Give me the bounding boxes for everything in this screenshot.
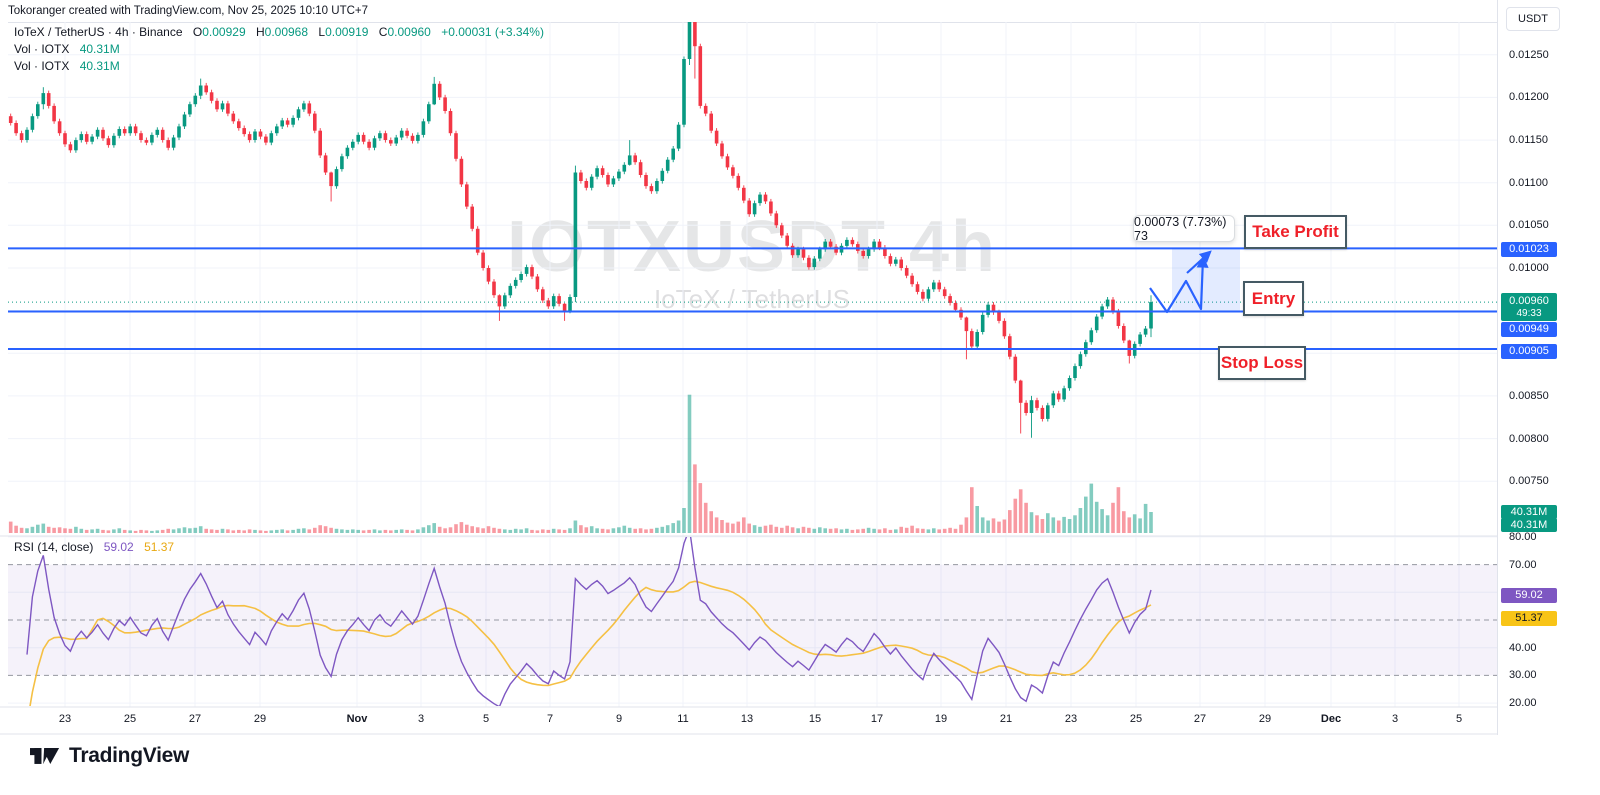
- time-axis-label: 25: [123, 713, 137, 725]
- volume-label-2: Vol · IOTX: [14, 59, 70, 73]
- chart-canvas[interactable]: [0, 0, 1600, 735]
- time-axis-label: 23: [58, 713, 72, 725]
- legend-row-volume-1: Vol · IOTX 40.31M: [14, 41, 544, 58]
- axis-tick-label: 0.01250: [1509, 49, 1549, 61]
- legend-row-main: IoTeX / TetherUS · 4h · Binance O0.00929…: [14, 24, 544, 41]
- ohlc-low-value: 0.00919: [325, 25, 369, 39]
- time-axis-label: 29: [253, 713, 267, 725]
- symbol-legend[interactable]: IoTeX / TetherUS · 4h · Binance O0.00929…: [14, 24, 544, 75]
- take-profit-price-tag: 0.01023: [1501, 242, 1557, 257]
- rsi-value: 59.02: [103, 540, 134, 554]
- ohlc-open-value: 0.00929: [202, 25, 246, 39]
- time-axis-label: 19: [934, 713, 948, 725]
- tradingview-logo[interactable]: TradingView: [30, 744, 189, 768]
- axis-tick-label: 30.00: [1509, 669, 1537, 681]
- axis-tick-label: 0.01200: [1509, 91, 1549, 103]
- rsi-legend[interactable]: RSI (14, close) 59.02 51.37: [14, 540, 174, 554]
- change-value: +0.00031 (+3.34%): [441, 25, 544, 39]
- time-axis-label: 23: [1064, 713, 1078, 725]
- axis-tick-label: 0.01000: [1509, 262, 1549, 274]
- time-axis-label: 27: [188, 713, 202, 725]
- symbol-title: IoTeX / TetherUS · 4h · Binance: [14, 25, 183, 39]
- axis-tick-label: 0.00850: [1509, 390, 1549, 402]
- axis-tick-label: 0.00800: [1509, 433, 1549, 445]
- time-axis-label: 9: [615, 713, 623, 725]
- measure-tooltip[interactable]: 0.00073 (7.73%) 73: [1133, 215, 1235, 243]
- time-axis-label: 15: [808, 713, 822, 725]
- legend-row-volume-2: Vol · IOTX 40.31M: [14, 58, 544, 75]
- volume-value-tag-2: 40.31M: [1501, 518, 1557, 532]
- stop-loss-price-tag: 0.00905: [1501, 344, 1557, 359]
- time-axis-label: Dec: [1320, 713, 1342, 725]
- current-price-tag: 0.00960 49:33: [1501, 293, 1557, 321]
- price-axis[interactable]: USDT 0.01250 0.01200 0.01150 0.01100 0.01050…: [1497, 0, 1600, 735]
- rsi-value-tag: 59.02: [1501, 588, 1557, 603]
- time-axis-label: 17: [870, 713, 884, 725]
- pane-top-border: [8, 22, 1600, 23]
- footer-bar: TradingView: [0, 735, 1600, 795]
- time-axis-label: 21: [999, 713, 1013, 725]
- rsi-ma-value: 51.37: [144, 540, 175, 554]
- take-profit-label-box[interactable]: Take Profit: [1244, 215, 1347, 249]
- volume-value-tag: 40.31M: [1501, 505, 1557, 519]
- volume-label: Vol · IOTX: [14, 42, 70, 56]
- volume-value: 40.31M: [79, 42, 120, 56]
- time-axis-label: 11: [677, 713, 689, 725]
- axis-tick-label: 0.01100: [1509, 177, 1548, 189]
- entry-price-tag: 0.00949: [1501, 322, 1557, 337]
- time-axis-label: 3: [417, 713, 425, 725]
- ohlc-low-label: L: [318, 25, 326, 39]
- tradingview-logo-icon: [30, 748, 60, 764]
- ohlc-open-label: O: [192, 25, 203, 39]
- time-axis-label: 13: [740, 713, 754, 725]
- ohlc-close-value: 0.00960: [387, 25, 431, 39]
- entry-label-box[interactable]: Entry: [1243, 281, 1304, 316]
- axis-tick-label: 0.01050: [1509, 219, 1549, 231]
- axis-tick-label: 0.01150: [1509, 134, 1548, 146]
- ohlc-high-label: H: [255, 25, 265, 39]
- time-axis-label: 29: [1258, 713, 1272, 725]
- currency-button[interactable]: USDT: [1506, 7, 1560, 31]
- rsi-ma-value-tag: 51.37: [1501, 611, 1557, 626]
- time-axis[interactable]: 23 25 27 29 Nov 3 5 7 9 11 13 15 17 19 21 23 25 27 29 Dec 3 5: [0, 707, 1497, 735]
- axis-tick-label: 20.00: [1509, 697, 1537, 709]
- time-axis-label: 7: [546, 713, 554, 725]
- time-axis-label: 5: [1455, 713, 1463, 725]
- axis-tick-label: 80.00: [1509, 531, 1537, 543]
- time-axis-label: 3: [1391, 713, 1399, 725]
- volume-value-2: 40.31M: [79, 59, 120, 73]
- rsi-title: RSI (14, close): [14, 540, 94, 554]
- axis-tick-label: 0.00750: [1509, 475, 1549, 487]
- axis-tick-label: 70.00: [1509, 559, 1537, 571]
- tradingview-brand-text: TradingView: [69, 744, 190, 767]
- time-axis-label: 5: [482, 713, 490, 725]
- stop-loss-label-box[interactable]: Stop Loss: [1218, 346, 1306, 380]
- axis-tick-label: 40.00: [1509, 642, 1537, 654]
- time-axis-label: 25: [1129, 713, 1143, 725]
- time-axis-label: 27: [1193, 713, 1207, 725]
- ohlc-high-value: 0.00968: [264, 25, 309, 39]
- ohlc-close-label: C: [378, 25, 388, 39]
- attribution-text: Tokoranger created with TradingView.com,…: [8, 5, 369, 17]
- time-axis-label: Nov: [346, 713, 368, 725]
